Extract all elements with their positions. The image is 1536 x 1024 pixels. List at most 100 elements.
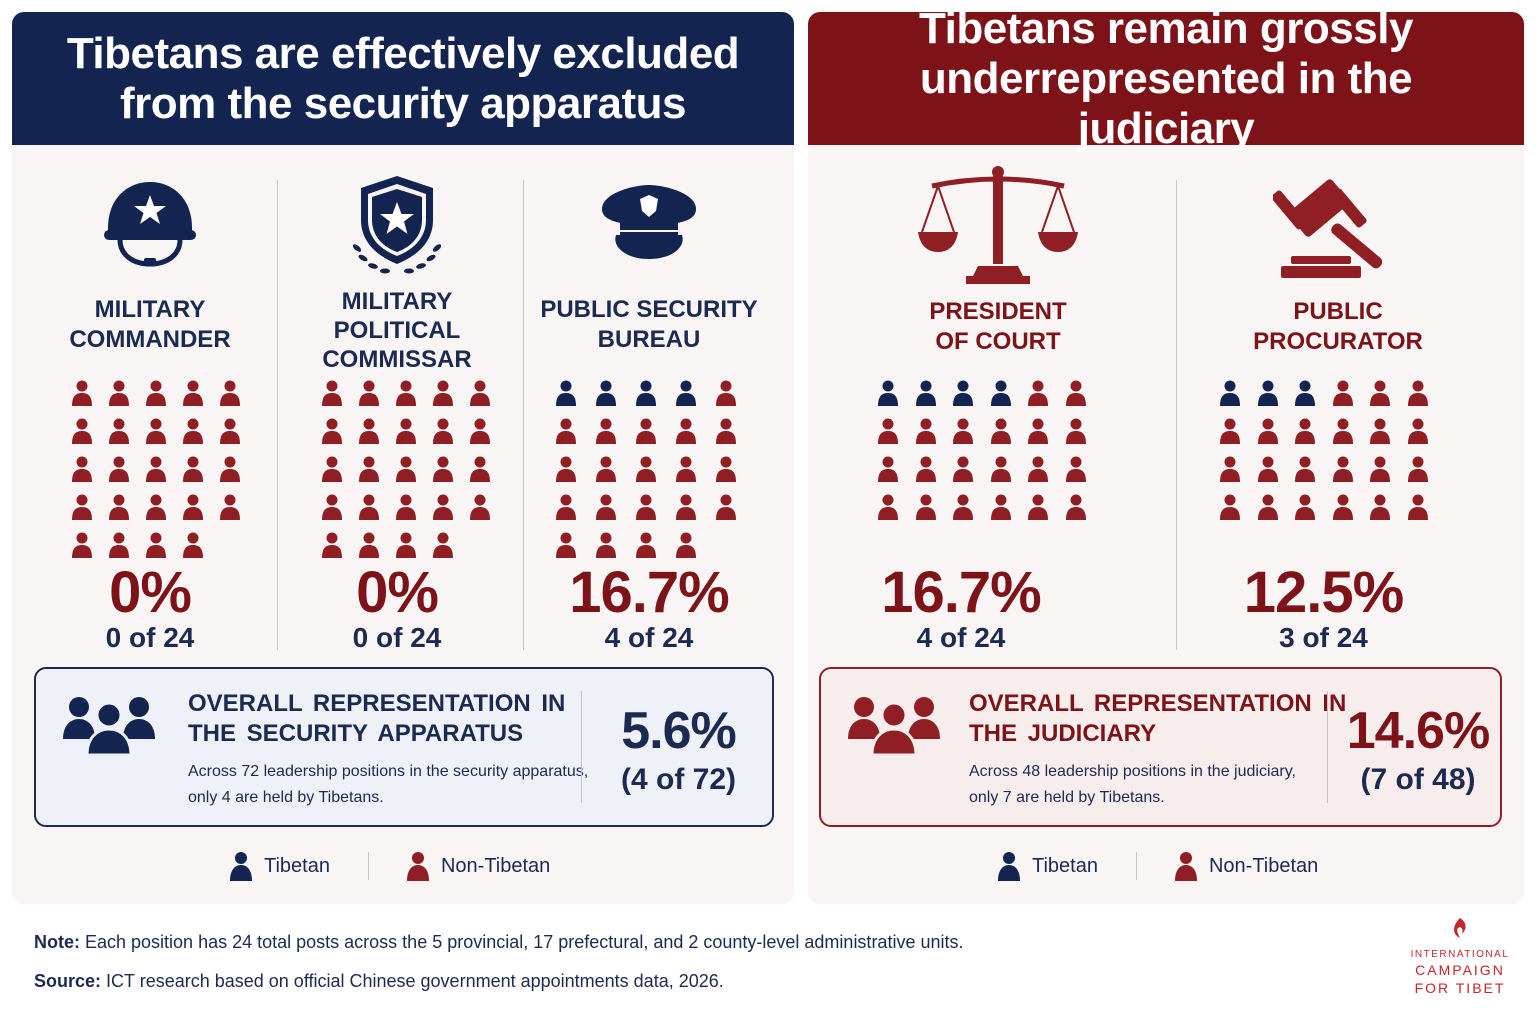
summary-desc-line: Across 72 leadership positions in the se…: [188, 763, 589, 780]
person-non-tibetan-icon: [636, 532, 656, 558]
person-icon: [406, 852, 429, 881]
police-cap-icon: [534, 165, 764, 275]
group-people-icon: [61, 693, 157, 764]
person-grid: [1220, 380, 1446, 520]
person-non-tibetan-icon: [72, 418, 92, 444]
person-non-tibetan-icon: [716, 494, 736, 520]
person-non-tibetan-icon: [990, 456, 1011, 482]
person-non-tibetan-icon: [396, 380, 416, 406]
legend: Tibetan Non-Tibetan: [998, 848, 1318, 884]
note-text: Each position has 24 total posts across …: [80, 932, 964, 952]
position-count: 0 of 24: [352, 622, 442, 653]
position-president-of-court: PRESIDENT OF COURT 16.7% 4 of 24: [848, 145, 1148, 655]
position-label: PUBLIC PROCURATOR: [1188, 297, 1488, 357]
person-non-tibetan-icon: [1332, 494, 1353, 520]
person-non-tibetan-icon: [470, 456, 490, 482]
person-non-tibetan-icon: [1220, 494, 1240, 520]
label-line: PUBLIC: [1293, 298, 1383, 325]
person-non-tibetan-icon: [433, 380, 453, 406]
person-non-tibetan-icon: [322, 418, 342, 444]
person-non-tibetan-icon: [1220, 418, 1240, 444]
person-non-tibetan-icon: [636, 456, 656, 482]
person-non-tibetan-icon: [396, 418, 416, 444]
legend-label: Non-Tibetan: [440, 854, 551, 877]
position-public-security-bureau: PUBLIC SECURITY BUREAU 16.7% 4 of 24: [534, 145, 764, 655]
person-non-tibetan-icon: [396, 532, 416, 558]
person-non-tibetan-icon: [1257, 418, 1278, 444]
logo-line: INTERNATIONAL: [1410, 949, 1510, 960]
person-tibetan-icon: [915, 380, 936, 406]
person-non-tibetan-icon: [1295, 418, 1316, 444]
label-line: PUBLIC SECURITY: [540, 296, 758, 323]
position-percent: 16.7%: [569, 560, 729, 625]
position-percent: 16.7%: [881, 560, 1041, 625]
person-non-tibetan-icon: [1332, 380, 1353, 406]
person-non-tibetan-icon: [556, 494, 576, 520]
person-non-tibetan-icon: [596, 494, 616, 520]
summary-title-line: THE JUDICIARY: [969, 720, 1157, 747]
summary-percent: 5.6%: [621, 702, 737, 760]
summary-count: (7 of 48): [1360, 763, 1476, 796]
person-non-tibetan-icon: [359, 418, 379, 444]
person-non-tibetan-icon: [109, 456, 129, 482]
person-grid: [72, 380, 257, 558]
note-label: Note:: [34, 932, 80, 952]
label-line: POLITICAL: [333, 317, 461, 344]
person-tibetan-icon: [636, 380, 656, 406]
person-non-tibetan-icon: [146, 456, 166, 482]
flame-icon: [1454, 918, 1466, 938]
label-line: COMMISSAR: [322, 346, 472, 373]
person-non-tibetan-icon: [878, 456, 898, 482]
label-line: PRESIDENT: [929, 298, 1067, 325]
legend-label: Non-Tibetan: [1208, 854, 1319, 877]
person-non-tibetan-icon: [915, 418, 936, 444]
person-tibetan-icon: [990, 380, 1011, 406]
label-line: MILITARY: [341, 288, 453, 315]
security-panel: Tibetans are effectively excluded from t…: [12, 12, 794, 904]
person-non-tibetan-icon: [1065, 456, 1086, 482]
person-non-tibetan-icon: [183, 494, 203, 520]
position-count: 4 of 24: [916, 622, 1006, 653]
person-non-tibetan-icon: [990, 494, 1011, 520]
summary-divider: [1327, 691, 1328, 803]
person-non-tibetan-icon: [1370, 418, 1391, 444]
judiciary-summary-box: OVERALL REPRESENTATION IN THE JUDICIARY …: [819, 667, 1502, 827]
person-non-tibetan-icon: [183, 380, 203, 406]
position-percent: 0%: [356, 560, 439, 625]
summary-title-line: THE SECURITY APPARATUS: [188, 720, 524, 747]
person-non-tibetan-icon: [396, 456, 416, 482]
person-non-tibetan-icon: [72, 532, 92, 558]
person-non-tibetan-icon: [396, 494, 416, 520]
military-helmet-icon: [42, 165, 258, 275]
shield-star-icon: [288, 170, 506, 280]
person-non-tibetan-icon: [433, 456, 453, 482]
legend-divider: [367, 852, 369, 880]
position-label: PUBLIC SECURITY BUREAU: [534, 295, 764, 355]
position-label: MILITARY COMMANDER: [42, 295, 258, 355]
person-non-tibetan-icon: [1295, 456, 1316, 482]
gavel-icon: [1188, 159, 1488, 289]
person-icon: [998, 852, 1020, 881]
person-icon: [230, 852, 252, 881]
person-non-tibetan-icon: [1028, 456, 1049, 482]
person-grid: [322, 380, 507, 558]
person-non-tibetan-icon: [322, 494, 342, 520]
person-non-tibetan-icon: [109, 418, 129, 444]
summary-title-line: OVERALL REPRESENTATION IN: [969, 690, 1347, 717]
person-non-tibetan-icon: [636, 418, 656, 444]
summary-desc-line: Across 48 leadership positions in the ju…: [969, 763, 1296, 780]
logo-line: CAMPAIGN: [1415, 962, 1505, 978]
person-non-tibetan-icon: [596, 532, 616, 558]
logo-line: FOR TIBET: [1414, 980, 1506, 996]
person-non-tibetan-icon: [470, 418, 490, 444]
column-divider: [523, 180, 524, 650]
security-title-line2: from the security apparatus: [120, 78, 687, 128]
person-non-tibetan-icon: [1370, 456, 1391, 482]
person-non-tibetan-icon: [990, 418, 1011, 444]
security-title: Tibetans are effectively excluded from t…: [12, 12, 794, 145]
person-non-tibetan-icon: [433, 494, 453, 520]
person-non-tibetan-icon: [322, 456, 342, 482]
person-non-tibetan-icon: [1370, 380, 1391, 406]
scales-of-justice-icon: [848, 159, 1148, 289]
person-non-tibetan-icon: [1332, 418, 1353, 444]
